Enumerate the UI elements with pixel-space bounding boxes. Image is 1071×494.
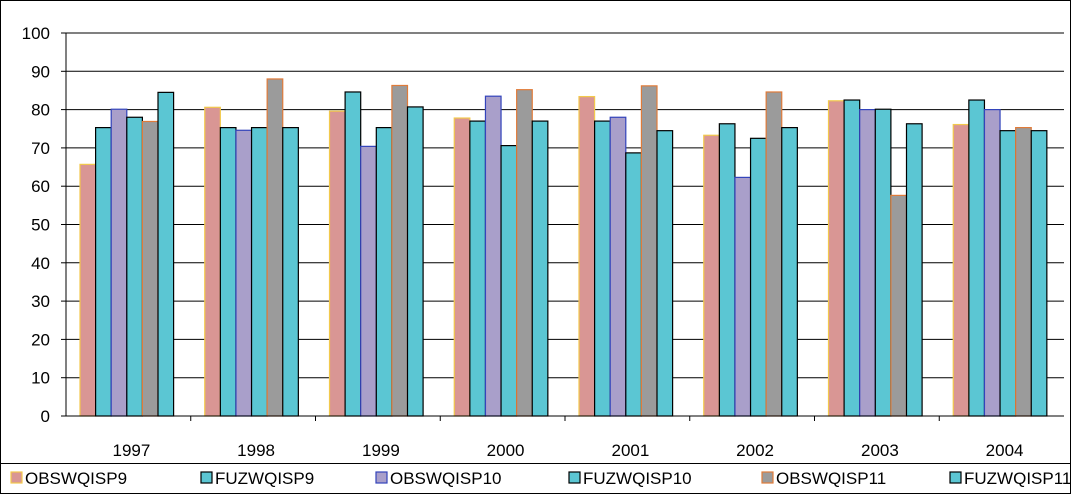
bar-OBSWQISP9-2000 — [453, 117, 471, 417]
legend-swatch-FUZWQISP10 — [568, 471, 581, 484]
bar-FUZWQISP10-2003 — [874, 108, 892, 417]
legend-label-OBSWQISP11: OBSWQISP11 — [776, 469, 886, 488]
bar-OBSWQISP10-2003 — [859, 108, 876, 417]
bar-FUZWQISP11-1997 — [157, 91, 175, 417]
bar-FUZWQISP9-2000 — [469, 120, 487, 417]
y-tick-label: 100 — [22, 24, 50, 43]
bar-OBSWQISP11-2004 — [1015, 126, 1032, 417]
legend-box — [0, 463, 1071, 494]
bar-FUZWQISP11-2003 — [905, 123, 923, 417]
bar-FUZWQISP9-1997 — [94, 126, 112, 417]
bar-FUZWQISP10-1997 — [126, 116, 144, 417]
legend: OBSWQISP9 FUZWQISP9 OBSWQISP10 FUZWQISP10 OB… — [0, 463, 1071, 494]
legend-label-FUZWQISP11: FUZWQISP11 — [964, 469, 1071, 488]
axes: 0 10 20 30 40 50 60 70 80 90 100 1997 1998 1999 2000 20… — [22, 24, 1064, 460]
x-tick-label: 1999 — [362, 441, 400, 460]
bar-FUZWQISP9-1998 — [219, 126, 237, 417]
bar-OBSWQISP10-1999 — [360, 145, 377, 417]
legend-swatch-OBSWQISP11 — [761, 471, 774, 484]
bar-OBSWQISP11-2003 — [890, 194, 908, 417]
bar-FUZWQISP9-2004 — [968, 99, 986, 417]
x-tick-label: 1997 — [112, 441, 150, 460]
bar-OBSWQISP11-1998 — [266, 78, 284, 417]
y-tick-label: 0 — [41, 407, 50, 426]
legend-label-OBSWQISP10: OBSWQISP10 — [390, 469, 501, 488]
bar-OBSWQISP10-2002 — [734, 176, 752, 417]
bar-FUZWQISP10-1998 — [250, 126, 268, 417]
bar-FUZWQISP9-2002 — [718, 123, 736, 417]
bar-OBSWQISP9-1999 — [328, 110, 346, 417]
legend-swatch-FUZWQISP9 — [200, 471, 213, 484]
bar-FUZWQISP11-2002 — [781, 126, 798, 417]
y-tick-label: 10 — [31, 369, 50, 388]
bar-OBSWQISP11-2002 — [765, 91, 783, 417]
bar-FUZWQISP9-2003 — [843, 99, 861, 417]
bar-FUZWQISP10-2000 — [500, 145, 518, 417]
bar-FUZWQISP10-1999 — [375, 126, 393, 417]
y-tick-label: 60 — [31, 177, 50, 196]
x-tick-label: 1998 — [237, 441, 275, 460]
bar-FUZWQISP10-2002 — [749, 137, 767, 417]
bar-OBSWQISP10-1998 — [235, 129, 253, 417]
bar-OBSWQISP9-1998 — [204, 106, 221, 417]
bar-FUZWQISP10-2004 — [999, 130, 1017, 417]
x-tick-label: 2004 — [986, 441, 1024, 460]
bar-OBSWQISP9-2004 — [952, 123, 970, 417]
x-tick-label: 2000 — [487, 441, 525, 460]
bar-OBSWQISP10-2004 — [983, 108, 1001, 417]
bar-FUZWQISP11-2004 — [1030, 130, 1048, 417]
bar-OBSWQISP9-2001 — [578, 95, 596, 417]
bar-OBSWQISP10-2001 — [609, 116, 627, 417]
y-tick-label: 40 — [31, 254, 50, 273]
y-tick-label: 80 — [31, 101, 50, 120]
bar-FUZWQISP11-1998 — [282, 126, 299, 417]
bar-OBSWQISP10-2000 — [484, 95, 502, 417]
legend-label-FUZWQISP10: FUZWQISP10 — [583, 469, 692, 488]
x-tick-label: 2002 — [736, 441, 774, 460]
bar-FUZWQISP9-1999 — [344, 91, 362, 417]
bar-FUZWQISP9-2001 — [593, 120, 611, 417]
y-tick-label: 20 — [31, 330, 50, 349]
legend-swatch-FUZWQISP11 — [949, 471, 962, 484]
bar-FUZWQISP11-1999 — [406, 106, 424, 417]
y-tick-label: 90 — [31, 62, 50, 81]
bar-OBSWQISP9-1997 — [79, 163, 97, 417]
legend-swatch-OBSWQISP9 — [10, 471, 23, 484]
legend-label-OBSWQISP9: OBSWQISP9 — [25, 469, 127, 488]
legend-label-FUZWQISP9: FUZWQISP9 — [215, 469, 314, 488]
bar-FUZWQISP11-2000 — [531, 120, 549, 417]
bar-OBSWQISP11-1997 — [141, 120, 159, 417]
y-tick-label: 70 — [31, 139, 50, 158]
x-tick-label: 2003 — [861, 441, 899, 460]
bar-OBSWQISP9-2002 — [703, 134, 720, 417]
y-tick-label: 50 — [31, 216, 50, 235]
bar-OBSWQISP11-1999 — [391, 84, 409, 417]
legend-swatch-OBSWQISP10 — [375, 471, 388, 484]
bar-OBSWQISP10-1997 — [110, 108, 128, 417]
bars — [79, 78, 1048, 417]
y-tick-label: 30 — [31, 292, 50, 311]
bar-OBSWQISP11-2001 — [640, 85, 658, 417]
bar-FUZWQISP10-2001 — [625, 152, 642, 417]
bar-OBSWQISP11-2000 — [516, 89, 533, 417]
x-tick-label: 2001 — [611, 441, 649, 460]
bar-FUZWQISP11-2001 — [656, 130, 674, 417]
bar-OBSWQISP9-2003 — [827, 100, 845, 417]
